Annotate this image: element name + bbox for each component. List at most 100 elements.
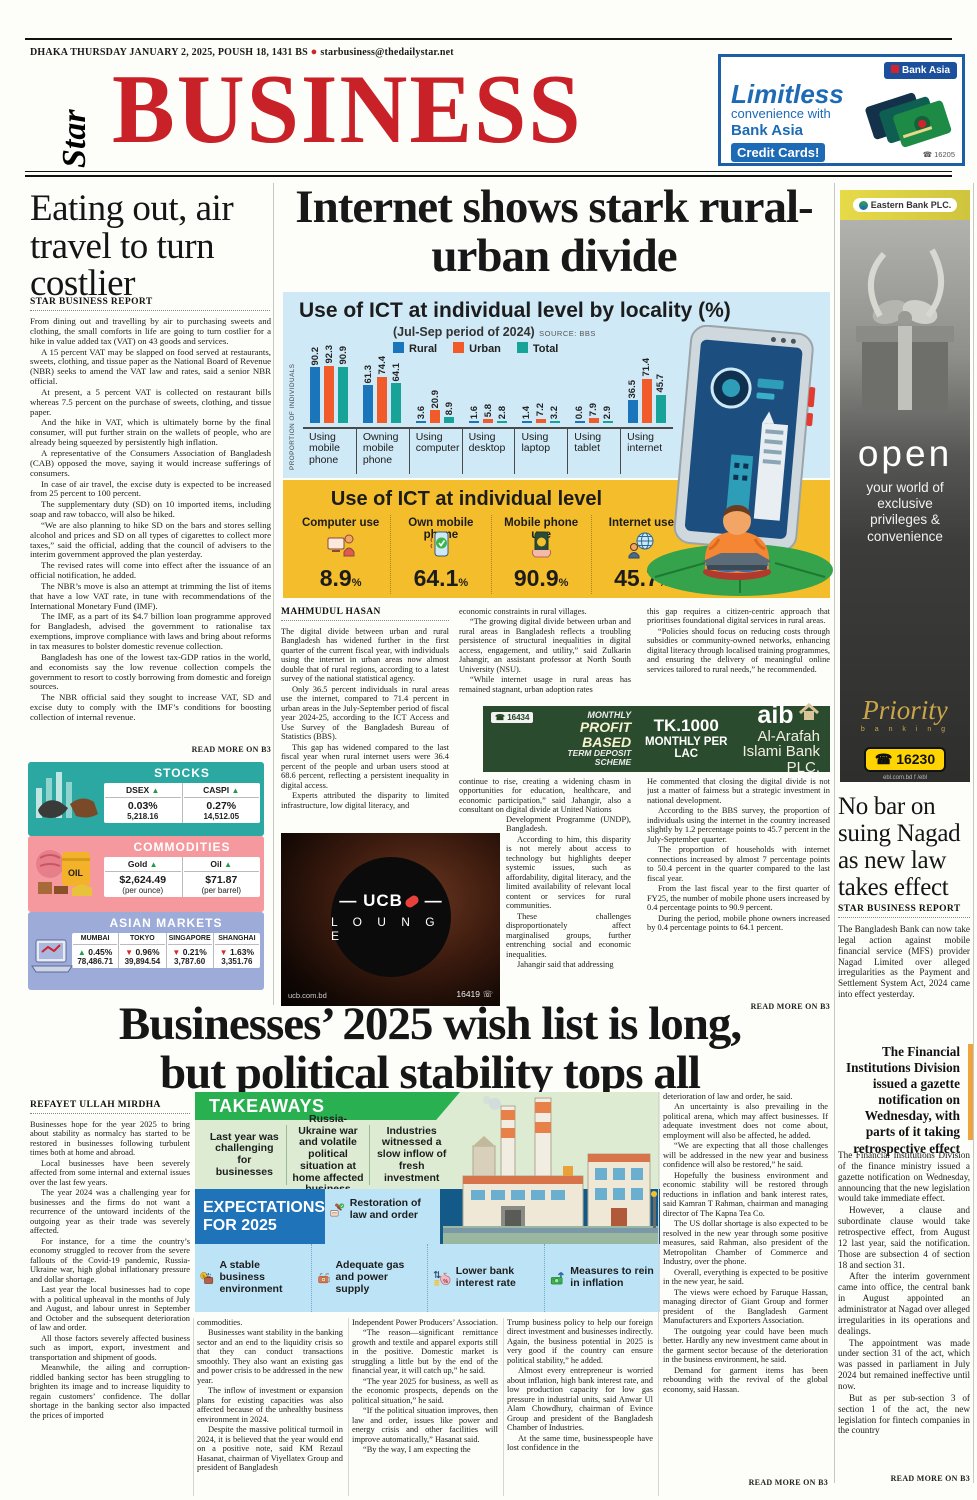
- chart-value-label: 90.9: [337, 346, 349, 365]
- chart-bar-group: 36.5 71.4 45.7 Using internet: [620, 327, 674, 474]
- chart-value-label: 74.4: [376, 356, 388, 375]
- legend-item: Urban: [453, 342, 501, 355]
- page-edge-rule: [973, 183, 974, 1483]
- stats-title: Use of ICT at individual level: [330, 488, 603, 510]
- chart-subtitle: (Jul-Sep period of 2024): [393, 325, 535, 339]
- paragraph: Despite the massive political turmoil in…: [197, 1425, 343, 1473]
- takeaways-infographic: TAKEAWAYS Last year was challenging for …: [195, 1092, 660, 1312]
- bank-asia-ad-copy: Limitless convenience with Bank Asia Cre…: [731, 81, 844, 162]
- ucb-lounge-ad[interactable]: — UCB — L O U N G E ucb.com.bd 16419 ☏: [281, 833, 500, 1006]
- business-article-col1: Businesses hope for the year 2025 to bri…: [30, 1120, 190, 1496]
- chart-value-label: 3.2: [549, 405, 561, 419]
- chart-bar: [338, 366, 349, 423]
- paragraph: Only 36.5 percent individuals in rural a…: [281, 684, 449, 742]
- trend-arrow-icon: ▼: [172, 948, 181, 957]
- ucb-lounge-logo: — UCB — L O U N G E: [331, 857, 451, 977]
- interest-rate-icon: %: [433, 1270, 451, 1286]
- chart-bar: [377, 376, 388, 423]
- gavel-icon: [330, 1203, 345, 1217]
- al-arafah-logo: aib Al-Arafah Islami Bank PLC.: [742, 701, 820, 776]
- paragraph: “The reason—significant remittance growt…: [352, 1328, 498, 1376]
- nagad-article-body1: The Bangladesh Bank can now take legal a…: [838, 924, 970, 1038]
- left-article-headline: Eating out, air travel to turn costlier: [30, 188, 234, 305]
- market-item: SINGAPORE ▼ 0.21% 3,787.60: [167, 933, 214, 968]
- stats-row: Computer use 8.9% Own mobile phone 64.1%: [291, 515, 691, 594]
- nagad-article-byline: STAR BUSINESS REPORT: [838, 904, 970, 918]
- ad-line3: Bank Asia: [731, 121, 803, 139]
- star-logo: Star: [56, 109, 93, 168]
- inflation-icon: [550, 1271, 564, 1285]
- chart-bar: [588, 418, 599, 423]
- nagad-article-headline: No bar on suing Nagad as new law takes e…: [838, 793, 961, 901]
- bank-asia-ad[interactable]: Bank Asia Limitless convenience with Ban…: [718, 54, 965, 166]
- internet-article-col2-top: economic constraints in rural villages. “…: [459, 607, 631, 703]
- ad-hotline: ☎ 16205: [922, 150, 955, 159]
- ad-headline: open: [857, 433, 953, 474]
- nagad-article-readmore[interactable]: READ MORE ON B3: [890, 1474, 970, 1483]
- chart-value-label: 3.6: [415, 405, 427, 419]
- paragraph: An uncertainty is also prevailing in the…: [663, 1102, 828, 1140]
- paragraph: The Bangladesh Bank can now take legal a…: [838, 924, 970, 1000]
- chart-value-label: 36.5: [627, 379, 639, 399]
- paragraph: The proportion of households with intern…: [647, 845, 830, 883]
- business-article-col4: Trump business policy to help our foreig…: [507, 1318, 653, 1496]
- paragraph: Local businesses have been severely affe…: [30, 1158, 190, 1187]
- stocks-title: STOCKS: [154, 766, 210, 780]
- chart-bar-group: 1.4 7.2 3.2 Using laptop: [514, 327, 568, 474]
- paragraph: He commented that closing the digital di…: [647, 777, 830, 805]
- globe-user-icon: [628, 532, 654, 559]
- left-article-readmore[interactable]: READ MORE ON B3: [191, 745, 271, 754]
- market-item: Oil ▲ $71.87 (per barrel): [183, 857, 261, 897]
- paragraph: After the interim government came into o…: [838, 1271, 970, 1336]
- internet-article-col3-top: this gap requires a citizen-centric appr…: [647, 607, 830, 703]
- bank-asia-logo-icon: [891, 65, 900, 73]
- chart-bar: [430, 410, 441, 423]
- paragraph: And the hike in VAT, which is ultimately…: [30, 417, 271, 448]
- paragraph: Independent Power Producers’ Association…: [352, 1318, 498, 1327]
- paragraph: Experts attributed the disparity to limi…: [281, 791, 449, 810]
- wrap-text: continue to rise, creating a widening ch…: [459, 777, 631, 815]
- expectation-item-label: Adequate gas and power supply: [335, 1259, 405, 1295]
- eastern-bank-logo-strip: Eastern Bank PLC.: [840, 190, 970, 220]
- business-article-readmore[interactable]: READ MORE ON B3: [748, 1478, 828, 1487]
- takeaways-items: Last year was challenging for businesses…: [203, 1113, 453, 1195]
- chart-value-label: 5.8: [482, 404, 494, 418]
- takeaway-item: Industries witnessed a slow inflow of fr…: [376, 1124, 447, 1184]
- paragraph: The views were echoed by Faruque Hassan,…: [663, 1287, 828, 1326]
- legend-swatch: [393, 342, 404, 353]
- chart-bar-group: 90.2 92.3 90.9 Using mobile phone: [303, 327, 356, 474]
- paragraph: Trump business policy to help our foreig…: [507, 1318, 653, 1365]
- internet-article-readmore[interactable]: READ MORE ON B3: [750, 1002, 830, 1011]
- paragraph: Meanwhile, the ailing and corruption-rid…: [30, 1363, 190, 1420]
- commodities-grid: Gold ▲ $2,624.49 (per ounce) Oil ▲ $71.8…: [104, 857, 260, 897]
- chart-value-label: 61.3: [362, 364, 374, 384]
- chart-bar: [444, 417, 455, 423]
- eastern-bank-logo-icon: [858, 200, 868, 210]
- takeaways-title: TAKEAWAYS: [209, 1095, 325, 1116]
- email-link[interactable]: starbusiness@thedailystar.net: [320, 47, 454, 58]
- paragraph: “The year 2025 for business, as well as …: [352, 1376, 498, 1405]
- market-item: DSEX ▲ 0.03% 5,218.16: [104, 783, 183, 823]
- paragraph: Businesses hope for the year 2025 to bri…: [30, 1120, 190, 1158]
- chart-value-label: 7.9: [588, 402, 600, 417]
- paragraph: The revised rates will come into effect …: [30, 560, 271, 581]
- left-article-byline: STAR BUSINESS REPORT: [30, 297, 270, 311]
- dateline-text: DHAKA THURSDAY JANUARY 2, 2025, POUSH 18…: [30, 47, 308, 58]
- chart-bar: [549, 421, 560, 423]
- paragraph: The inflow of investment or expansion pl…: [197, 1386, 343, 1424]
- business-article-headline: Businesses’ 2025 wish list is long, but …: [118, 998, 742, 1099]
- chart-value-label: 2.8: [496, 405, 508, 419]
- paragraph: Overall, everything is expected to be po…: [663, 1267, 828, 1287]
- al-arafah-ad[interactable]: ☎ 16434 MONTHLY PROFIT BASED TERM DEPOSI…: [483, 702, 830, 775]
- bank-asia-logo: Bank Asia: [884, 62, 957, 79]
- paragraph: In case of air travel, the excise duty i…: [30, 478, 271, 499]
- ad-footer: ebl.com.bd f /ebl: [882, 774, 928, 781]
- ict-illustration: [647, 325, 833, 596]
- expectation-item: Adequate gas and power supply: [312, 1244, 428, 1312]
- paragraph: Bangladesh has one of the lowest tax-GDP…: [30, 651, 271, 692]
- paragraph: “While internet usage in rural areas has…: [459, 675, 631, 694]
- eastern-bank-ad[interactable]: Eastern Bank PLC. open your world of exc…: [840, 190, 970, 782]
- paragraph: At the same time, businesspeople have lo…: [507, 1433, 653, 1453]
- ad-line2: convenience with: [731, 106, 831, 121]
